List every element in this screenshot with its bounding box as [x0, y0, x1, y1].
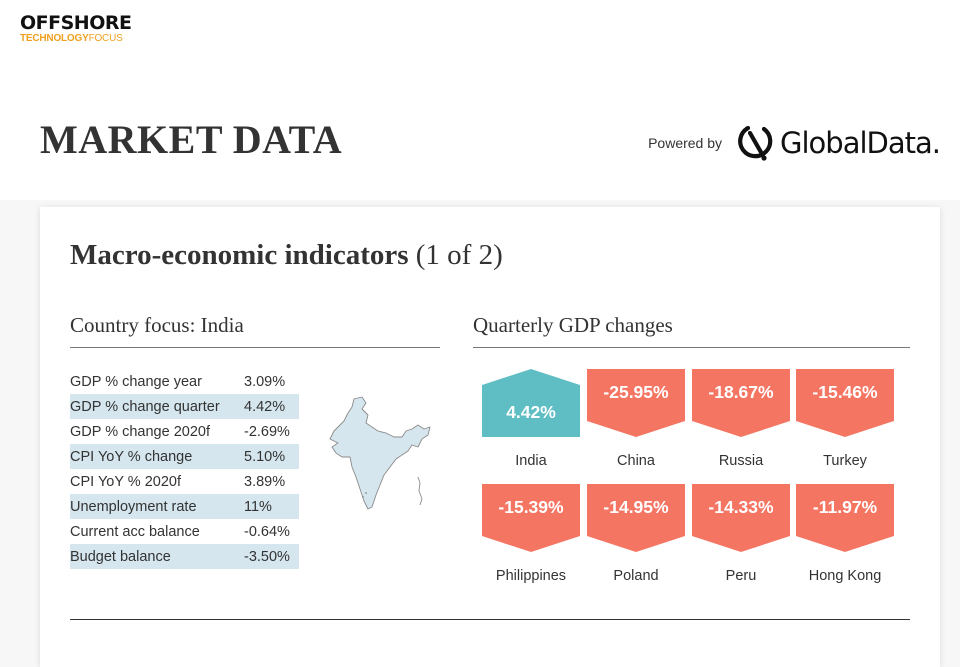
gdp-tile-russia[interactable]: -18.67% Russia — [692, 369, 790, 469]
indicator-value: -2.69% — [244, 423, 290, 440]
indicator-value: 4.42% — [244, 394, 299, 419]
gdp-changes-title: Quarterly GDP changes — [473, 313, 673, 337]
globaldata-wordmark[interactable]: GlobalData. — [780, 126, 941, 160]
indicator-value: -3.50% — [244, 544, 299, 569]
table-row: Budget balance -3.50% — [70, 544, 299, 569]
gdp-down-badge — [796, 484, 894, 552]
indicator-label: CPI YoY % 2020f — [70, 473, 181, 490]
indicator-label: CPI YoY % change — [70, 444, 244, 469]
gdp-tile-india[interactable]: 4.42% India — [482, 369, 580, 469]
gdp-down-badge — [587, 369, 685, 437]
gdp-value: -11.97% — [812, 497, 878, 517]
indicators-table: GDP % change year 3.09% GDP % change quar… — [70, 369, 299, 569]
indicator-value: 11% — [244, 494, 299, 519]
logo-main-text: OFFSHORE — [20, 12, 132, 34]
powered-by: Powered by GlobalData. — [648, 120, 941, 166]
gdp-value: -18.67% — [708, 382, 774, 402]
macro-indicators-card: Macro-economic indicators (1 of 2) Count… — [40, 207, 940, 667]
gdp-down-badge — [482, 484, 580, 552]
table-row: GDP % change quarter 4.42% — [70, 394, 299, 419]
powered-by-label: Powered by — [648, 135, 723, 151]
gdp-tile-poland[interactable]: -14.95% Poland — [587, 484, 685, 584]
card-title-page: (1 of 2) — [408, 239, 503, 271]
gdp-tile-china[interactable]: -25.95% China — [587, 369, 685, 469]
indicator-label: Budget balance — [70, 544, 244, 569]
india-map — [329, 396, 431, 510]
gdp-country: China — [617, 453, 655, 469]
globaldata-icon — [738, 125, 773, 161]
indicator-label: GDP % change 2020f — [70, 423, 210, 440]
gdp-up-badge — [482, 369, 580, 437]
gdp-value: -25.95% — [603, 382, 669, 402]
indicator-value: 5.10% — [244, 444, 299, 469]
gdp-country: Poland — [613, 568, 659, 584]
indicator-label: Current acc balance — [70, 523, 200, 540]
country-focus-divider — [70, 347, 440, 348]
gdp-tile-philippines[interactable]: -15.39% Philippines — [482, 484, 580, 584]
gdp-tile-peru[interactable]: -14.33% Peru — [692, 484, 790, 584]
country-focus-title: Country focus: India — [70, 313, 244, 337]
gdp-changes-divider — [473, 347, 910, 348]
table-row: CPI YoY % change 5.10% — [70, 444, 299, 469]
indicator-value: 3.89% — [244, 473, 286, 490]
table-row: Unemployment rate 11% — [70, 494, 299, 519]
gdp-tile-hong-kong[interactable]: -11.97% Hong Kong — [796, 484, 894, 584]
gdp-value: 4.42% — [506, 402, 556, 422]
gdp-country: Turkey — [823, 453, 867, 469]
gdp-down-badge — [796, 369, 894, 437]
indicator-label: GDP % change year — [70, 373, 202, 390]
gdp-value: -15.46% — [812, 382, 878, 402]
table-row: Current acc balance -0.64% — [70, 519, 299, 544]
card-title: Macro-economic indicators (1 of 2) — [70, 239, 503, 272]
gdp-country: Peru — [725, 568, 757, 584]
indicator-label: Unemployment rate — [70, 494, 244, 519]
indicator-value: 3.09% — [244, 373, 286, 390]
gdp-country: Philippines — [495, 568, 567, 584]
gdp-value: -15.39% — [498, 497, 564, 517]
gdp-country: Russia — [718, 453, 764, 469]
gdp-down-badge — [692, 369, 790, 437]
gdp-value: -14.95% — [603, 497, 669, 517]
indicator-label: GDP % change quarter — [70, 394, 244, 419]
logo-sub-text: TECHNOLOGYFOCUS — [20, 33, 123, 44]
card-title-strong: Macro-economic indicators — [70, 239, 409, 271]
table-row: GDP % change year 3.09% — [70, 369, 299, 394]
top-bar — [0, 0, 960, 200]
offshore-technology-logo[interactable]: OFFSHORE TECHNOLOGYFOCUS — [20, 12, 132, 44]
gdp-tile-turkey[interactable]: -15.46% Turkey — [796, 369, 894, 469]
card-bottom-divider — [70, 619, 910, 620]
table-row: CPI YoY % 2020f 3.89% — [70, 469, 299, 494]
gdp-down-badge — [692, 484, 790, 552]
gdp-country: India — [515, 453, 547, 469]
gdp-value: -14.33% — [708, 497, 774, 517]
page-title: MARKET DATA — [40, 117, 343, 162]
gdp-down-badge — [587, 484, 685, 552]
indicator-value: -0.64% — [244, 523, 290, 540]
gdp-country: Hong Kong — [808, 568, 882, 584]
table-row: GDP % change 2020f -2.69% — [70, 419, 299, 444]
